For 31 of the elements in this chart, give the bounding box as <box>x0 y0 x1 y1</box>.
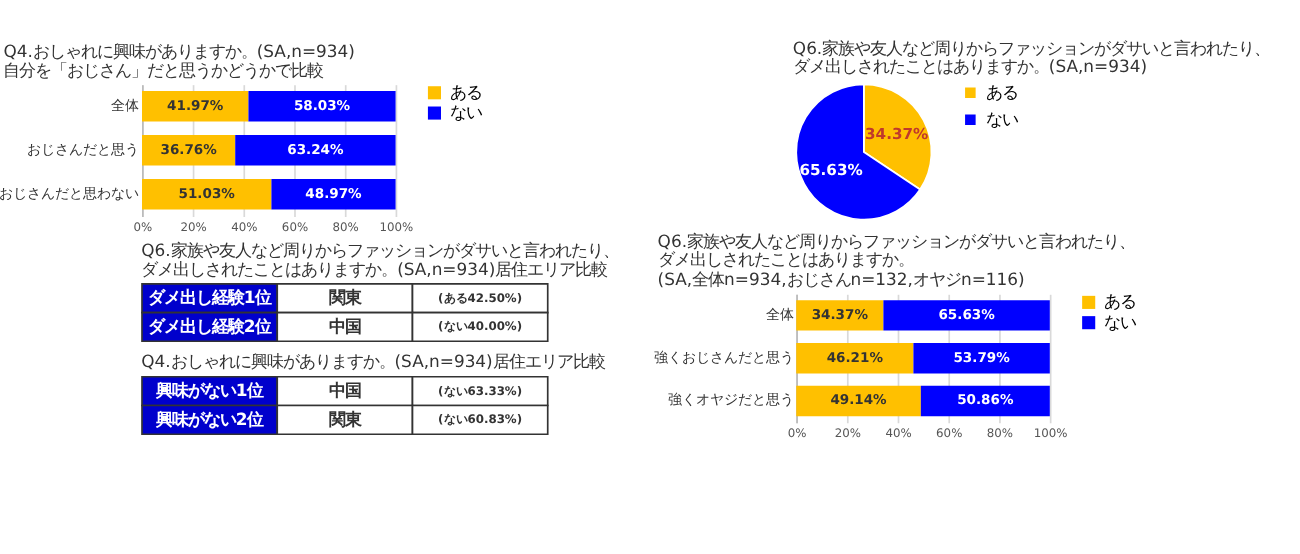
legend-label: ない <box>985 108 1018 129</box>
chart-title: Q6.家族や友人など周りからファッションがダサいと言われたり、 <box>657 230 1136 251</box>
text: Q4.おしゃれに興味がありますか。(SA,n=934)居住エリア比較 <box>141 351 605 372</box>
legend-label: ない <box>1103 311 1136 332</box>
legend-label: ある <box>985 81 1018 102</box>
bar <box>142 91 249 122</box>
chart-subtitle: 自分を「おじさん」だと思うかどうかで比較 <box>3 59 324 80</box>
bar <box>913 342 1050 374</box>
text: Q6.家族や友人など周りからファッションがダサいと言われたり、 <box>141 239 619 260</box>
bar <box>883 300 1050 331</box>
chart-subtitle: ダメ出しされたことはありますか。(SA,n=934) <box>792 56 1147 77</box>
chart-title: Q4.おしゃれに興味がありますか。(SA,n=934) <box>3 41 355 62</box>
text: 中国 <box>328 315 361 336</box>
text: ダメ出し経験1位 <box>147 287 272 308</box>
data-label: 34.37% <box>865 125 930 144</box>
text: 中国 <box>328 380 361 401</box>
chart-subtitle: ダメ出しされたことはありますか。 (SA,全体n=934,おじさんn=132,オヤジn=116) <box>657 249 1025 290</box>
data-label: 65.63% <box>799 160 864 179</box>
text: 興味がない1位 <box>153 380 264 401</box>
legend-label: ない <box>449 102 482 123</box>
legend-label: ある <box>1103 291 1136 312</box>
legend-label: ある <box>449 81 482 102</box>
bar <box>271 178 396 210</box>
text: 興味がない2位 <box>153 408 264 429</box>
bar <box>248 91 396 122</box>
text: ダメ出しされたことはありますか。(SA,n=934)居住エリア比較 <box>141 258 608 279</box>
text: ダメ出し経験2位 <box>147 315 272 336</box>
text: 関東 <box>328 408 363 429</box>
bar <box>235 135 396 166</box>
chart-title: Q6.家族や友人など周りからファッションがダサいと言われたり、 <box>792 37 1271 58</box>
text: 関東 <box>328 287 363 308</box>
